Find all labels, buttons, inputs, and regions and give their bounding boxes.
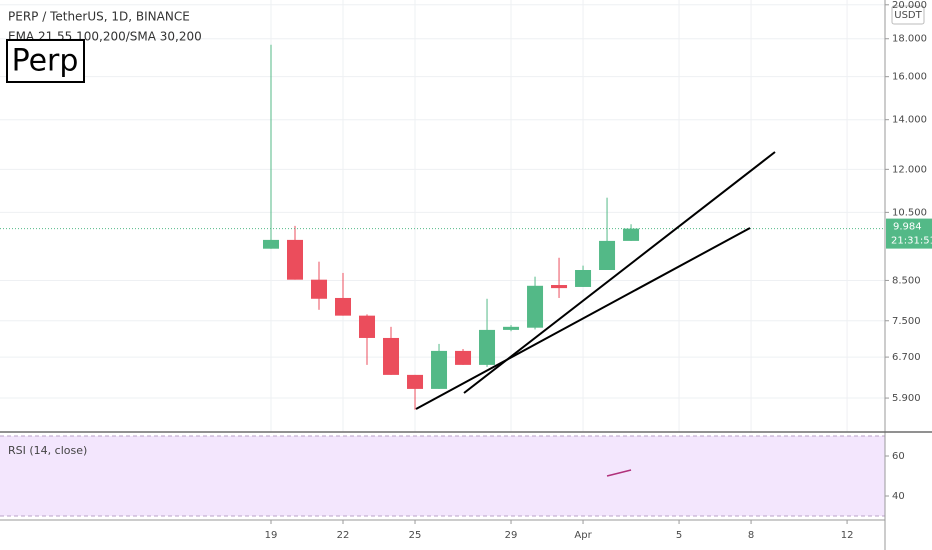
currency[interactable]: USDT	[894, 10, 922, 21]
candle-body	[599, 240, 616, 271]
x-tick-label: 25	[409, 530, 422, 541]
y-tick-label: 14.000	[892, 115, 927, 126]
chart-title: PERP / TetherUS, 1D, BINANCE	[8, 10, 190, 24]
candle-body	[287, 239, 303, 280]
x-tick-label: 19	[265, 530, 278, 541]
countdown: 21:31:51	[891, 236, 932, 247]
x-tick-label: 5	[676, 530, 682, 541]
last-price-badge	[886, 218, 932, 249]
candle-body	[359, 315, 376, 338]
candle-body	[262, 239, 279, 249]
x-tick-label: Apr	[574, 530, 592, 541]
trend-line	[463, 151, 776, 394]
candle-body	[335, 297, 352, 316]
candle-body	[479, 329, 496, 365]
y-tick-label: 16.000	[892, 72, 927, 83]
candle-body	[455, 350, 472, 365]
y-tick-label: 5.900	[892, 393, 921, 404]
annotation: Perp	[12, 44, 79, 79]
currency-badge[interactable]	[891, 5, 925, 25]
y-tick-label: 60	[892, 451, 905, 462]
candle-body	[623, 228, 640, 241]
trend-line	[415, 227, 751, 410]
y-tick-label: 20.000	[892, 0, 927, 11]
rsi-line	[606, 469, 632, 477]
candle-body	[551, 285, 568, 289]
x-tick-label: 22	[337, 530, 350, 541]
y-tick-label: 18.000	[892, 34, 927, 45]
x-tick-label: 29	[505, 530, 518, 541]
candle-body	[407, 374, 424, 389]
candle-body	[431, 350, 448, 389]
candle-body	[575, 270, 592, 287]
plot	[0, 0, 885, 477]
x-tick-label: 8	[748, 530, 754, 541]
y-tick-label: 40	[892, 491, 905, 502]
rsi-title: RSI (14, close)	[8, 444, 87, 457]
annotation-box	[6, 39, 85, 83]
y-tick-label: 10.500	[892, 207, 927, 218]
candle-body	[383, 337, 400, 375]
y-tick-label: 7.500	[892, 316, 921, 327]
candle-body	[527, 285, 544, 328]
y-tick-label: 12.000	[892, 164, 927, 175]
last-price-label: 9.984	[893, 222, 922, 233]
x-tick-label: 12	[841, 530, 854, 541]
candle-body	[503, 326, 520, 330]
y-tick-label: 8.500	[892, 275, 921, 286]
candle-body	[311, 279, 328, 299]
rsi-band	[0, 436, 885, 516]
y-tick-label: 6.700	[892, 352, 921, 363]
